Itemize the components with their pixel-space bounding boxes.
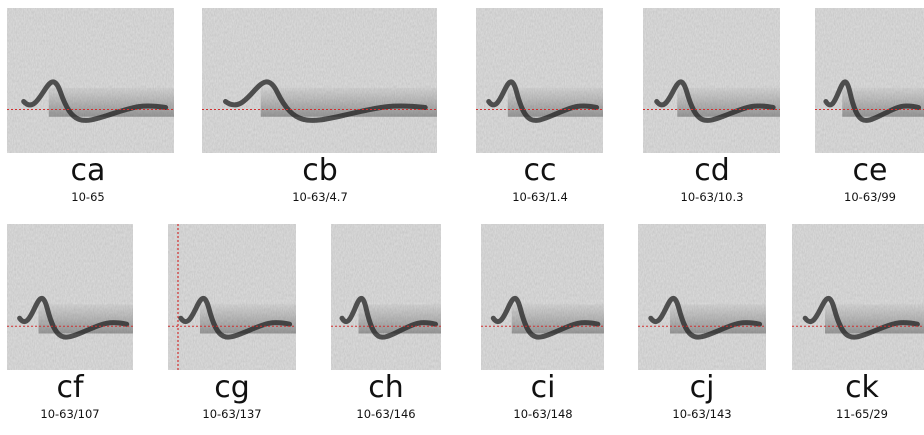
call-trace [178,296,293,340]
call-trace [490,296,601,340]
spectrogram-panel [7,8,174,153]
panel-label: ck [845,370,879,405]
spectrogram-noise [202,8,437,153]
panel-code: 10-63/4.7 [292,190,348,204]
spectrogram-panel [476,8,603,153]
panel-code: 10-63/99 [844,190,896,204]
spectrogram-noise [7,224,133,370]
panel-label: ce [853,153,888,188]
panel-label: cj [690,370,715,405]
panel-code: 10-63/107 [40,407,99,421]
panel-label: cg [214,370,250,405]
spectrogram-noise [481,224,604,370]
spectrogram-panel [7,224,133,370]
call-trace [648,296,763,340]
spectrogram-panel [168,224,296,370]
panel-label: cb [302,153,338,188]
spectrogram-noise [792,224,924,370]
panel-label: ci [531,370,556,405]
panel-code: 11-65/29 [836,407,888,421]
call-trace [823,79,922,123]
panel-code: 10-65 [71,190,104,204]
spectrogram-panel [792,224,924,370]
spectrogram-noise [331,224,441,370]
call-trace [223,79,428,123]
spectrogram-noise [168,224,296,370]
panel-label: ca [71,153,106,188]
spectrogram-noise [815,8,924,153]
spectrogram-panel [643,8,780,153]
spectrogram-noise [7,8,174,153]
panel-label: cd [694,153,730,188]
panel-code: 10-63/146 [356,407,415,421]
panel-label: cc [524,153,557,188]
spectrogram-panel [638,224,766,370]
spectrogram-panel [481,224,604,370]
panel-code: 10-63/1.4 [512,190,568,204]
spectrogram-panel [815,8,924,153]
panel-label: ch [368,370,404,405]
spectrogram-panel [331,224,441,370]
panel-label: cf [56,370,84,405]
spectrogram-noise [476,8,603,153]
spectrogram-panel [202,8,437,153]
call-trace [486,79,600,123]
panel-code: 10-63/137 [202,407,261,421]
panel-code: 10-63/148 [513,407,572,421]
call-trace [654,79,776,123]
call-trace [17,296,130,340]
spectrogram-noise [643,8,780,153]
spectrogram-noise [638,224,766,370]
panel-code: 10-63/143 [672,407,731,421]
call-trace [21,79,169,123]
call-trace [802,296,920,340]
call-trace [339,296,438,340]
panel-code: 10-63/10.3 [681,190,744,204]
